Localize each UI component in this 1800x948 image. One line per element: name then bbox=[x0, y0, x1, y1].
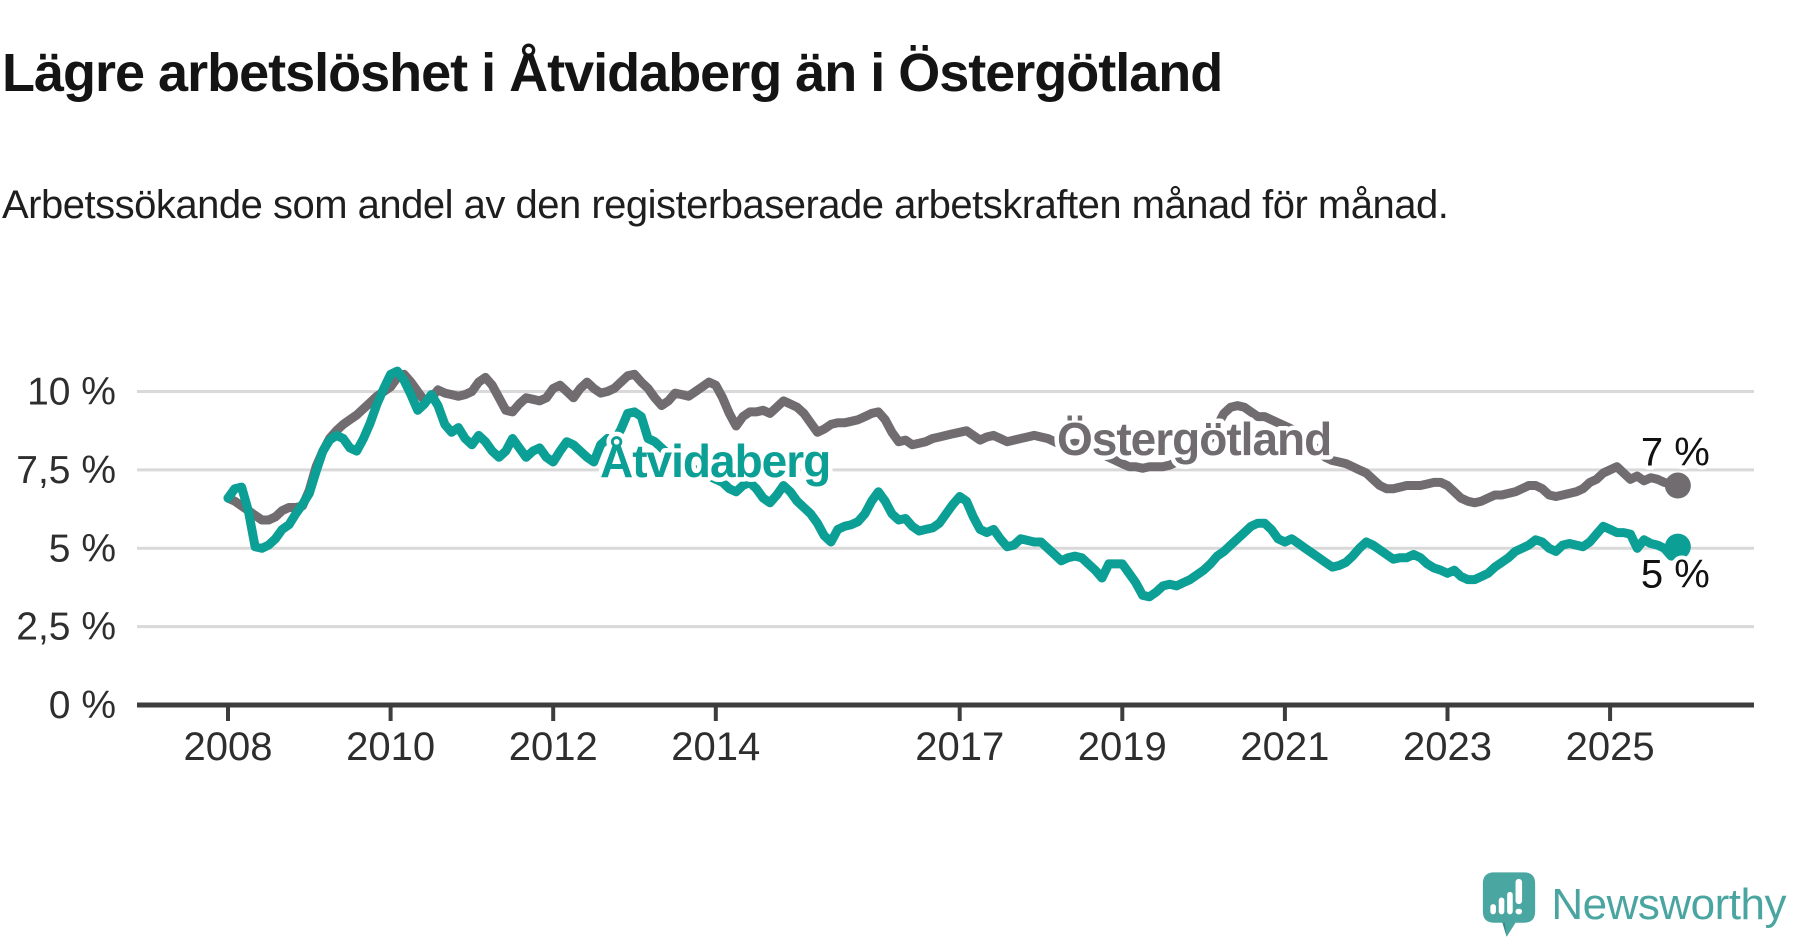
end-value-label-åtvidaberg: 5 % bbox=[1641, 553, 1710, 597]
y-tick-label: 10 % bbox=[27, 371, 116, 414]
newsworthy-logo-icon bbox=[1483, 872, 1536, 937]
exclamation-dot bbox=[1515, 908, 1523, 915]
speech-bubble-tail-shade bbox=[1502, 922, 1508, 937]
newsworthy-logo: Newsworthy bbox=[1481, 870, 1786, 940]
x-tick-label: 2025 bbox=[1566, 725, 1655, 769]
x-tick-label: 2012 bbox=[509, 725, 598, 769]
y-tick-label: 7,5 % bbox=[16, 449, 116, 492]
end-dot-östergötland bbox=[1664, 472, 1691, 499]
exclamation-stem bbox=[1515, 878, 1523, 905]
x-tick-label: 2008 bbox=[184, 725, 273, 769]
bar-small bbox=[1490, 904, 1497, 915]
page-title: Lägre arbetslöshet i Åtvidaberg än i Öst… bbox=[2, 43, 1223, 104]
bar-medium bbox=[1499, 897, 1505, 915]
series-label-östergötland: Östergötland bbox=[1057, 413, 1331, 465]
series-line-åtvidaberg bbox=[223, 366, 1683, 602]
series-line-östergötland bbox=[223, 369, 1683, 525]
bar-large bbox=[1507, 891, 1514, 915]
y-tick-label: 0 % bbox=[49, 684, 116, 727]
y-tick-label: 5 % bbox=[49, 527, 116, 570]
x-tick-label: 2014 bbox=[671, 725, 760, 769]
chart-subtitle: Arbetssökande som andel av den registerb… bbox=[2, 183, 1449, 227]
y-tick-label: 2,5 % bbox=[16, 606, 116, 649]
series-label-åtvidaberg: Åtvidaberg bbox=[600, 435, 830, 487]
x-tick-label: 2021 bbox=[1240, 725, 1329, 769]
x-tick-label: 2017 bbox=[915, 725, 1004, 769]
x-tick-label: 2019 bbox=[1078, 725, 1167, 769]
brand-name: Newsworthy bbox=[1551, 880, 1786, 929]
x-tick-label: 2023 bbox=[1403, 725, 1492, 769]
end-value-label-östergötland: 7 % bbox=[1641, 431, 1710, 475]
x-tick-label: 2010 bbox=[346, 725, 435, 769]
end-dot-åtvidaberg bbox=[1664, 533, 1691, 560]
